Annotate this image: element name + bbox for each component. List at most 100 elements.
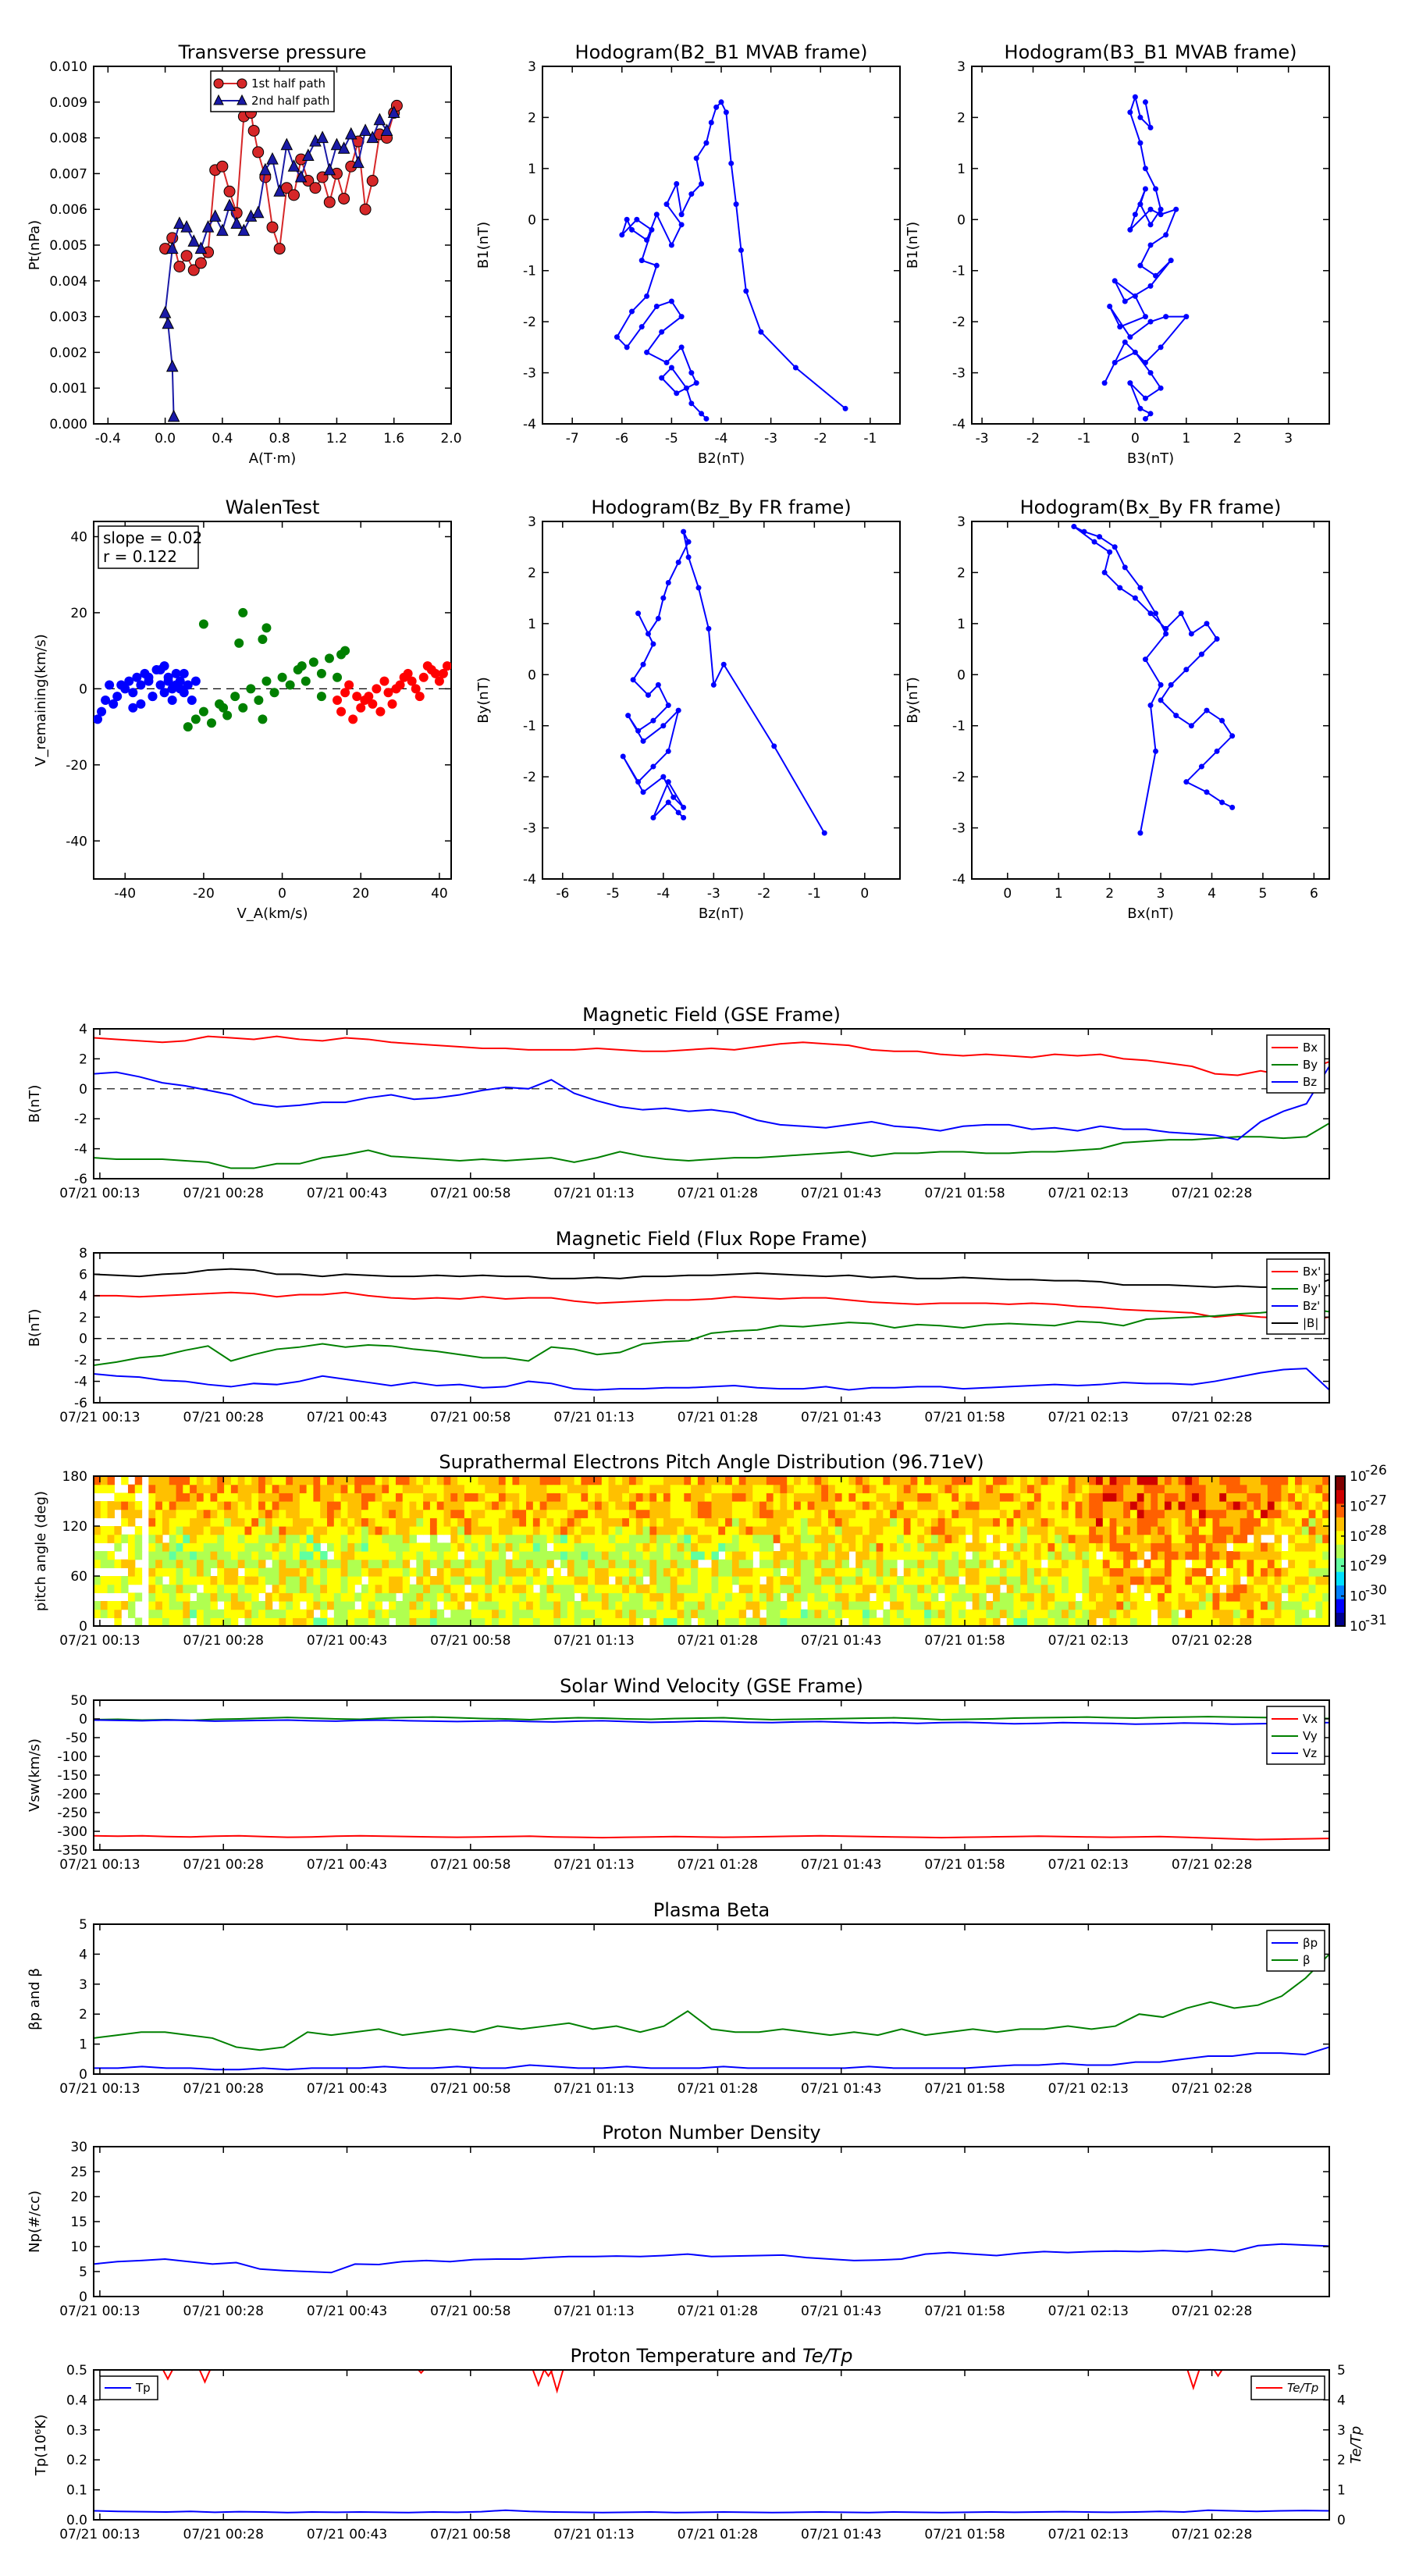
heatmap-cell (704, 1592, 713, 1602)
heatmap-cell (519, 1567, 527, 1577)
heatmap-cell (567, 1476, 575, 1485)
heatmap-cell (1322, 1501, 1330, 1510)
heatmap-cell (588, 1517, 596, 1527)
heatmap-cell (251, 1559, 259, 1568)
data-point (330, 137, 343, 151)
data-point (629, 226, 635, 233)
chart-hodo_b2b1: -7 -6 -5 -4 -3 -2 -1-4-3-2-10123Hodogram(B2_B1… (475, 41, 901, 467)
y-tick-label: 0.007 (49, 166, 87, 182)
data-point (1142, 165, 1148, 172)
heatmap-cell (1198, 1501, 1207, 1510)
heatmap-cell (1205, 1509, 1214, 1518)
heatmap-cell (794, 1567, 802, 1577)
heatmap-cell (1027, 1493, 1035, 1502)
heatmap-cell (347, 1617, 355, 1627)
heatmap-cell (1013, 1601, 1021, 1610)
heatmap-cell (1212, 1584, 1220, 1593)
heatmap-cell (876, 1576, 884, 1585)
heatmap-cell (155, 1576, 163, 1585)
heatmap-cell (1136, 1501, 1145, 1510)
heatmap-cell (738, 1509, 747, 1518)
heatmap-cell (663, 1542, 671, 1552)
heatmap-cell (306, 1493, 315, 1502)
heatmap-cell (608, 1476, 616, 1485)
heatmap-cell (532, 1601, 541, 1610)
heatmap-cell (999, 1484, 1008, 1493)
heatmap-cell (498, 1617, 507, 1627)
heatmap-cell (828, 1551, 836, 1560)
data-point (678, 344, 685, 350)
heatmap-cell (162, 1584, 170, 1593)
heatmap-cell (807, 1592, 816, 1602)
heatmap-cell (1151, 1534, 1158, 1543)
heatmap-cell (320, 1617, 328, 1627)
heatmap-cell (834, 1567, 843, 1577)
heatmap-cell (615, 1584, 623, 1593)
heatmap-cell (114, 1534, 122, 1543)
heatmap-cell (293, 1601, 301, 1610)
heatmap-cell (1095, 1534, 1104, 1543)
heatmap-cell (937, 1617, 946, 1627)
heatmap-cell (738, 1567, 747, 1577)
heatmap-cell (807, 1601, 816, 1610)
heatmap-cell (340, 1476, 348, 1485)
heatmap-cell (450, 1576, 458, 1585)
heatmap-cell (1033, 1559, 1042, 1568)
heatmap-cell (505, 1592, 514, 1602)
data-point (1188, 631, 1194, 637)
slope-annotation: slope = 0.02 (103, 528, 202, 547)
heatmap-cell (361, 1567, 369, 1577)
data-point (1142, 395, 1148, 401)
heatmap-cell (1226, 1526, 1234, 1535)
heatmap-cell (512, 1559, 520, 1568)
heatmap-cell (1212, 1534, 1220, 1543)
heatmap-cell (498, 1584, 507, 1593)
heatmap-cell (1129, 1534, 1138, 1543)
heatmap-cell (320, 1501, 328, 1510)
heatmap-cell (677, 1484, 685, 1493)
heatmap-cell (745, 1476, 753, 1485)
heatmap-cell (848, 1576, 856, 1585)
heatmap-cell (1123, 1542, 1131, 1552)
heatmap-cell (1212, 1509, 1220, 1518)
heatmap-cell (608, 1584, 616, 1593)
heatmap-cell (1116, 1493, 1124, 1502)
heatmap-cell (635, 1542, 644, 1552)
heatmap-cell (841, 1526, 849, 1535)
heatmap-cell (725, 1584, 733, 1593)
heatmap-cell (608, 1592, 616, 1602)
time-tick-label: 07/21 02:28 (1172, 1186, 1252, 1201)
heatmap-cell (780, 1609, 788, 1618)
heatmap-cell (237, 1542, 246, 1552)
heatmap-cell (436, 1542, 445, 1552)
heatmap-cell (1089, 1567, 1097, 1577)
heatmap-cell (347, 1509, 355, 1518)
heatmap-cell (320, 1509, 328, 1518)
heatmap-cell (752, 1484, 760, 1493)
data-point (678, 212, 685, 218)
data-point (738, 247, 744, 254)
y-tick-label: 0.0 (66, 2513, 87, 2528)
heatmap-cell (622, 1609, 630, 1618)
heatmap-cell (492, 1592, 500, 1602)
heatmap-cell (903, 1609, 912, 1618)
heatmap-cell (1232, 1517, 1241, 1527)
heatmap-cell (993, 1501, 1001, 1510)
heatmap-cell (622, 1584, 630, 1593)
colorbar-segment (1336, 1585, 1345, 1599)
heatmap-cell (258, 1476, 266, 1485)
heatmap-cell (217, 1617, 225, 1627)
heatmap-cell (951, 1534, 959, 1543)
heatmap-cell (814, 1609, 822, 1618)
heatmap-cell (429, 1501, 438, 1510)
heatmap-cell (121, 1476, 129, 1485)
heatmap-cell (1254, 1601, 1261, 1610)
heatmap-cell (251, 1476, 259, 1485)
heatmap-cell (677, 1509, 685, 1518)
heatmap-cell (478, 1534, 486, 1543)
time-tick-label: 07/21 00:58 (430, 1186, 510, 1201)
heatmap-cell (670, 1559, 678, 1568)
heatmap-cell (1301, 1584, 1310, 1593)
heatmap-cell (1082, 1493, 1090, 1502)
heatmap-cell (389, 1517, 397, 1527)
